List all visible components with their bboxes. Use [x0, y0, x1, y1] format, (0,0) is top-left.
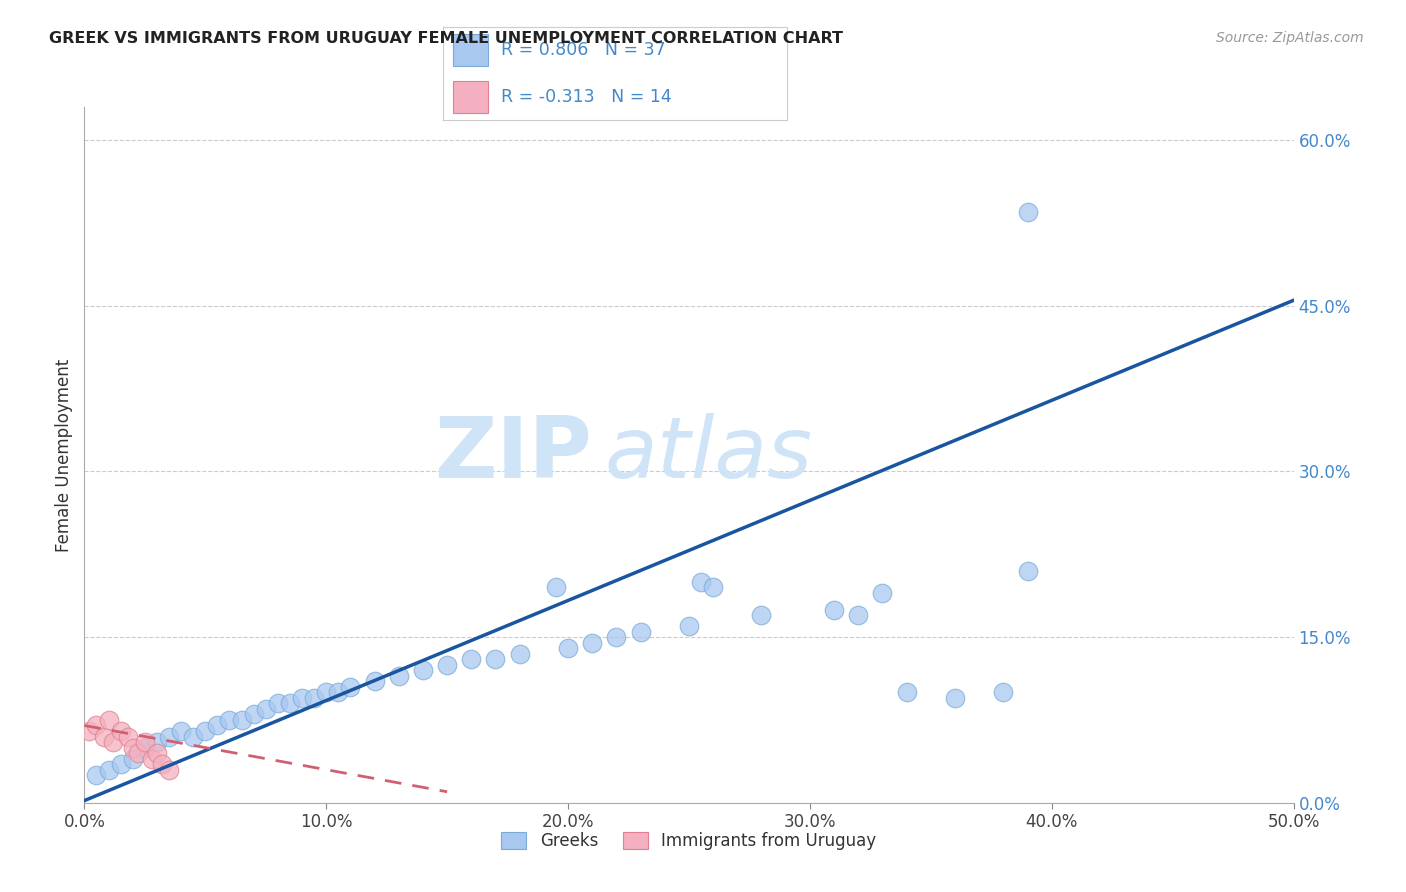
Text: Source: ZipAtlas.com: Source: ZipAtlas.com — [1216, 31, 1364, 45]
Point — [218, 713, 240, 727]
Point — [302, 690, 325, 705]
Point — [103, 735, 125, 749]
Point — [315, 685, 337, 699]
Point — [702, 581, 724, 595]
Point — [97, 763, 120, 777]
Point — [943, 690, 966, 705]
Text: GREEK VS IMMIGRANTS FROM URUGUAY FEMALE UNEMPLOYMENT CORRELATION CHART: GREEK VS IMMIGRANTS FROM URUGUAY FEMALE … — [49, 31, 844, 46]
FancyBboxPatch shape — [453, 81, 488, 113]
Text: atlas: atlas — [605, 413, 813, 497]
Point — [328, 685, 350, 699]
Point — [605, 630, 627, 644]
Point — [278, 697, 301, 711]
Legend: Greeks, Immigrants from Uruguay: Greeks, Immigrants from Uruguay — [495, 826, 883, 857]
Point — [146, 735, 169, 749]
Point — [484, 652, 506, 666]
Point — [110, 757, 132, 772]
Point — [93, 730, 115, 744]
Point — [823, 602, 845, 616]
Point — [150, 757, 173, 772]
Text: ZIP: ZIP — [434, 413, 592, 497]
Point — [157, 763, 180, 777]
Point — [170, 724, 193, 739]
Point — [872, 586, 894, 600]
Point — [436, 657, 458, 672]
Point — [581, 635, 603, 649]
Point — [544, 581, 567, 595]
Point — [157, 730, 180, 744]
Point — [339, 680, 361, 694]
Point — [127, 746, 149, 760]
Point — [291, 690, 314, 705]
Point — [267, 697, 290, 711]
Point — [751, 608, 773, 623]
Point — [363, 674, 385, 689]
Point — [194, 724, 217, 739]
Point — [86, 718, 108, 732]
Point — [678, 619, 700, 633]
FancyBboxPatch shape — [453, 34, 488, 66]
Point — [557, 641, 579, 656]
Point — [1017, 564, 1039, 578]
Point — [86, 768, 108, 782]
Point — [207, 718, 229, 732]
Point — [388, 669, 411, 683]
Point — [134, 740, 156, 755]
Point — [1017, 205, 1039, 219]
Point — [97, 713, 120, 727]
Point — [117, 730, 139, 744]
Point — [181, 730, 204, 744]
Y-axis label: Female Unemployment: Female Unemployment — [55, 359, 73, 551]
Point — [690, 574, 713, 589]
Point — [231, 713, 253, 727]
Point — [77, 724, 100, 739]
Point — [110, 724, 132, 739]
Point — [412, 663, 434, 677]
Point — [121, 740, 143, 755]
Point — [141, 751, 163, 765]
Point — [460, 652, 482, 666]
Point — [846, 608, 869, 623]
Point — [254, 702, 277, 716]
Point — [121, 751, 143, 765]
Text: R = -0.313   N = 14: R = -0.313 N = 14 — [502, 88, 672, 106]
Point — [134, 735, 156, 749]
Text: R = 0.806   N = 37: R = 0.806 N = 37 — [502, 41, 666, 59]
Point — [242, 707, 264, 722]
Point — [896, 685, 918, 699]
Point — [630, 624, 652, 639]
Point — [509, 647, 531, 661]
Point — [146, 746, 169, 760]
Point — [993, 685, 1015, 699]
